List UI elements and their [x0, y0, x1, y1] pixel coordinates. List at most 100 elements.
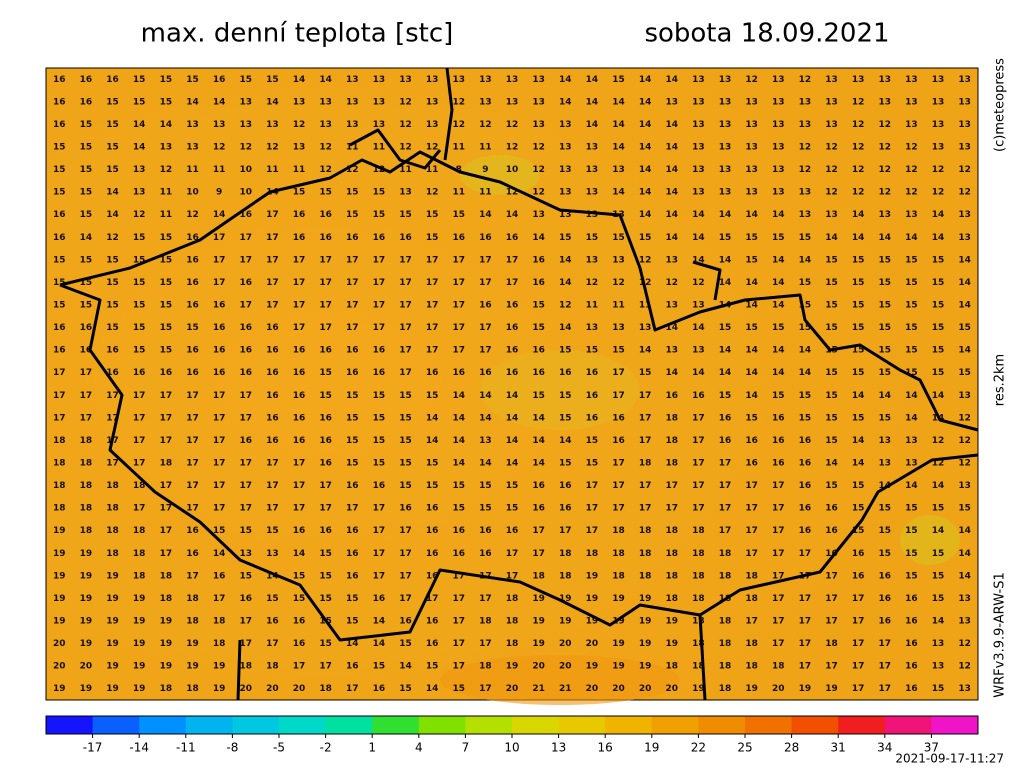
grid-value: 11	[160, 188, 173, 198]
grid-value: 15	[719, 233, 732, 243]
grid-value: 16	[239, 436, 252, 446]
grid-value: 15	[133, 346, 146, 356]
grid-value: 18	[133, 526, 146, 536]
country-border	[59, 150, 979, 432]
grid-value: 14	[745, 278, 758, 288]
grid-value: 17	[772, 504, 785, 514]
grid-value: 17	[239, 255, 252, 265]
grid-value: 17	[266, 639, 279, 649]
grid-value: 14	[213, 97, 226, 107]
grid-value: 13	[373, 97, 386, 107]
grid-value: 17	[80, 391, 93, 401]
grid-value: 19	[106, 594, 119, 604]
grid-value: 16	[266, 323, 279, 333]
grid-value: 13	[586, 323, 599, 333]
grid-value: 18	[745, 571, 758, 581]
grid-value: 19	[133, 662, 146, 672]
country-border	[59, 283, 979, 642]
grid-value: 15	[905, 301, 918, 311]
grid-value: 13	[266, 549, 279, 559]
grid-value: 19	[106, 571, 119, 581]
grid-value: 15	[879, 301, 892, 311]
grid-value: 16	[293, 436, 306, 446]
grid-value: 15	[160, 346, 173, 356]
grid-value: 18	[719, 684, 732, 694]
grid-value: 12	[958, 639, 971, 649]
grid-value: 14	[692, 255, 705, 265]
grid-value: 18	[639, 571, 652, 581]
grid-value: 18	[586, 549, 599, 559]
grid-value: 16	[266, 413, 279, 423]
grid-value: 15	[399, 391, 412, 401]
grid-value: 14	[666, 75, 679, 85]
grid-value: 15	[825, 278, 838, 288]
grid-value: 15	[559, 346, 572, 356]
grid-value: 16	[346, 481, 359, 491]
grid-value: 17	[399, 549, 412, 559]
grid-value: 13	[479, 75, 492, 85]
grid-value: 15	[266, 594, 279, 604]
grid-value: 17	[133, 413, 146, 423]
grid-value: 15	[293, 571, 306, 581]
grid-value: 16	[239, 278, 252, 288]
grid-value: 17	[452, 255, 465, 265]
grid-value: 12	[293, 120, 306, 130]
grid-value: 12	[825, 165, 838, 175]
colorbar-step	[279, 716, 327, 734]
grid-value: 13	[612, 255, 625, 265]
grid-value: 14	[612, 120, 625, 130]
grid-value: 17	[879, 662, 892, 672]
grid-value: 17	[399, 526, 412, 536]
grid-value: 13	[692, 75, 705, 85]
country-border	[443, 67, 454, 161]
grid-value: 17	[239, 459, 252, 469]
grid-value: 18	[559, 549, 572, 559]
grid-value: 15	[586, 436, 599, 446]
grid-value: 15	[106, 120, 119, 130]
colorbar-step	[558, 716, 606, 734]
grid-value: 14	[666, 323, 679, 333]
grid-value: 16	[879, 594, 892, 604]
grid-value: 18	[666, 436, 679, 446]
grid-value: 19	[825, 684, 838, 694]
grid-value: 21	[532, 684, 545, 694]
grid-value: 15	[799, 278, 812, 288]
grid-value: 17	[719, 504, 732, 514]
grid-value: 20	[80, 662, 93, 672]
grid-value: 17	[426, 323, 439, 333]
grid-value: 16	[506, 368, 519, 378]
grid-value: 13	[799, 188, 812, 198]
grid-value: 16	[745, 436, 758, 446]
grid-value: 13	[293, 143, 306, 153]
grid-value: 17	[266, 233, 279, 243]
grid-value: 17	[213, 413, 226, 423]
grid-value: 17	[373, 504, 386, 514]
grid-value: 18	[53, 504, 66, 514]
grid-value: 15	[825, 436, 838, 446]
grid-value: 14	[426, 684, 439, 694]
grid-value: 20	[559, 639, 572, 649]
grid-value: 14	[266, 571, 279, 581]
grid-value: 17	[239, 233, 252, 243]
grid-value: 17	[186, 391, 199, 401]
grid-value: 17	[266, 459, 279, 469]
grid-value: 15	[293, 188, 306, 198]
grid-value: 18	[639, 459, 652, 469]
grid-value: 15	[905, 368, 918, 378]
grid-value: 13	[745, 165, 758, 175]
grid-value: 16	[799, 459, 812, 469]
grid-value: 14	[772, 368, 785, 378]
grid-value: 14	[586, 75, 599, 85]
grid-value: 13	[825, 120, 838, 130]
grid-value: 17	[799, 617, 812, 627]
grid-value: 11	[452, 188, 465, 198]
colorbar-tick-label: 1	[368, 741, 376, 755]
grid-value: 12	[852, 143, 865, 153]
grid-value: 15	[133, 97, 146, 107]
grid-value: 16	[905, 639, 918, 649]
grid-value: 17	[213, 459, 226, 469]
grid-value: 18	[80, 436, 93, 446]
grid-value: 16	[266, 617, 279, 627]
grid-value: 16	[852, 571, 865, 581]
grid-value: 16	[399, 233, 412, 243]
